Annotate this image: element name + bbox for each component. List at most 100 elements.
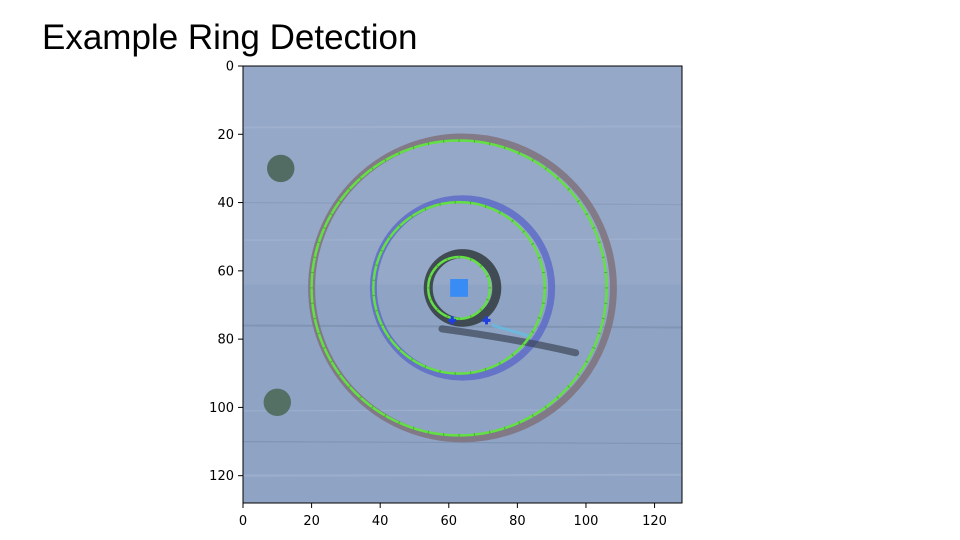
- detected-ring-vertex: [488, 430, 491, 434]
- detected-ring-vertex: [486, 298, 490, 301]
- detected-ring-vertex: [388, 337, 392, 340]
- detected-ring-vertex: [359, 176, 362, 180]
- board-dot: [267, 154, 295, 183]
- detected-ring-vertex: [380, 324, 384, 327]
- marker-dots: [263, 154, 295, 417]
- detected-ring-vertex: [567, 385, 571, 388]
- detected-ring-vertex: [380, 249, 384, 252]
- detected-rings: [310, 138, 609, 437]
- detected-ring-vertex: [410, 357, 414, 361]
- detected-ring-vertex: [601, 317, 605, 320]
- texture-line: [243, 125, 682, 129]
- plot-frame: [242, 65, 683, 504]
- detected-ring-vertex: [384, 414, 387, 418]
- detected-ring-vertex: [322, 346, 326, 349]
- detected-ring-vertex: [486, 275, 490, 278]
- detected-ring-vertex: [329, 212, 333, 216]
- detected-ring-vertex: [428, 298, 433, 301]
- shadow-streak-path: [438, 325, 580, 357]
- detected-ring-vertex: [522, 230, 526, 233]
- detected-ring-vertex: [522, 342, 526, 346]
- detected-ring-vertex: [412, 146, 415, 150]
- y-tick-label: 80: [217, 333, 234, 348]
- x-tick-label: 100: [574, 514, 599, 529]
- detected-ring-vertex: [329, 360, 333, 363]
- detected-ring-vertex: [531, 330, 535, 334]
- detected-ring-vertex: [313, 317, 317, 320]
- detected-ring-vertex: [503, 146, 506, 150]
- detected-ring-vertex: [427, 430, 430, 434]
- texture-line: [243, 201, 682, 206]
- keypoint-dot: [450, 318, 455, 323]
- detected-ring-vertex: [537, 256, 541, 259]
- y-tick-label: 0: [226, 60, 234, 75]
- detected-ring-vertex: [412, 426, 415, 430]
- detected-ring-vertex: [484, 367, 487, 372]
- detected-ring-vertex: [317, 332, 321, 335]
- detected-ring-vertex: [576, 199, 580, 203]
- detected-ring-vertex: [469, 257, 472, 261]
- x-tick-label: 120: [642, 514, 667, 529]
- detected-ring-vertex: [531, 414, 534, 418]
- detected-ring-vertex: [488, 142, 491, 146]
- texture-line: [243, 409, 682, 412]
- center-marker: [450, 278, 468, 297]
- y-tick-label: 60: [217, 264, 234, 279]
- detected-ring-vertex: [359, 396, 362, 399]
- detected-ring-vertex: [439, 202, 441, 206]
- detected-ring-vertex: [517, 151, 521, 155]
- x-axis: 0 20 40 60 80 100 120: [239, 503, 667, 529]
- texture-line: [243, 473, 682, 477]
- detected-ring-vertex: [424, 207, 427, 211]
- detected-ring-vertex: [424, 365, 427, 369]
- detected-ring-vertex: [585, 212, 589, 216]
- detected-ring-vertex: [537, 317, 541, 320]
- detected-ring-vertex: [338, 199, 342, 203]
- detected-ring-vertex: [484, 204, 487, 208]
- detected-ring-vertex: [374, 264, 378, 266]
- x-tick-label: 60: [441, 514, 458, 529]
- detected-ring-vertex: [398, 348, 402, 352]
- detected-ring-vertex: [576, 373, 580, 376]
- detected-ring-vertex: [511, 353, 514, 357]
- detected-ring-vertex: [348, 187, 351, 191]
- detected-ring-vertex: [446, 257, 449, 261]
- y-tick-label: 100: [209, 401, 234, 416]
- detected-ring-vertex: [388, 236, 392, 239]
- detected-ring-vertex: [556, 176, 560, 180]
- detected-ring-vertex: [597, 332, 601, 335]
- detected-ring-vertex: [446, 314, 449, 319]
- slide-title: Example Ring Detection: [42, 18, 418, 57]
- y-axis: 0 20 40 60 80 100 120: [209, 60, 243, 484]
- detected-ring-vertex: [371, 405, 374, 409]
- detected-ring-vertex: [338, 373, 342, 376]
- detected-ring-vertex: [592, 226, 596, 229]
- detected-ring-vertex: [398, 151, 401, 155]
- detected-ring-vertex: [544, 167, 548, 171]
- detected-ring-vertex: [544, 405, 548, 409]
- detected-ring-vertex: [541, 271, 545, 274]
- board-dot: [263, 388, 292, 417]
- detected-ring-vertex: [427, 142, 430, 146]
- detected-ring-vertex: [384, 158, 387, 162]
- y-tick-label: 20: [217, 128, 234, 143]
- y-tick-label: 40: [217, 196, 234, 211]
- detected-ring-vertex: [435, 264, 439, 268]
- detected-ring-vertex: [322, 226, 326, 229]
- detected-ring-vertex: [317, 241, 321, 244]
- detected-ring-vertex: [597, 241, 601, 244]
- highlight-streak: [491, 323, 530, 338]
- detected-ring-vertex: [531, 158, 534, 162]
- detected-ring-vertex: [374, 309, 378, 312]
- detected-ring-vertex: [398, 421, 401, 425]
- detected-ring-vertex: [498, 361, 501, 365]
- image-area: [243, 66, 682, 503]
- detected-ring-vertex: [313, 256, 317, 259]
- detected-ring-vertex: [479, 264, 483, 268]
- detected-ring-vertex: [410, 214, 414, 218]
- texture-line: [243, 440, 682, 445]
- detected-ring-vertex: [503, 426, 506, 430]
- detected-ring-vertex: [428, 275, 433, 278]
- detected-ring-vertex: [498, 210, 501, 214]
